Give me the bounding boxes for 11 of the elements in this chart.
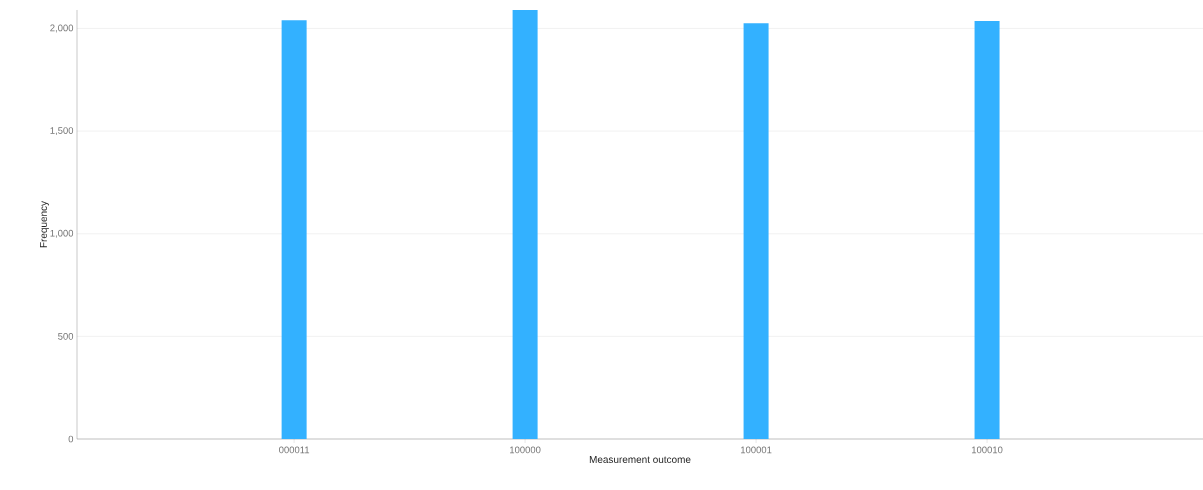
x-tick-label: 100000: [510, 446, 541, 454]
y-tick-label: 2,000: [50, 24, 74, 33]
y-tick-label: 500: [58, 333, 74, 340]
y-tick-label: 0: [68, 435, 74, 443]
y-tick-label: 1,500: [50, 127, 74, 136]
x-tick-label: 000011: [279, 446, 310, 454]
x-tick-label: 100001: [741, 446, 772, 454]
y-tick-label: 1,000: [50, 229, 74, 238]
y-axis-title: Frequency: [40, 200, 49, 248]
x-tick-label: 100010: [971, 446, 1003, 454]
x-axis-title: Measurement outcome: [589, 456, 691, 464]
